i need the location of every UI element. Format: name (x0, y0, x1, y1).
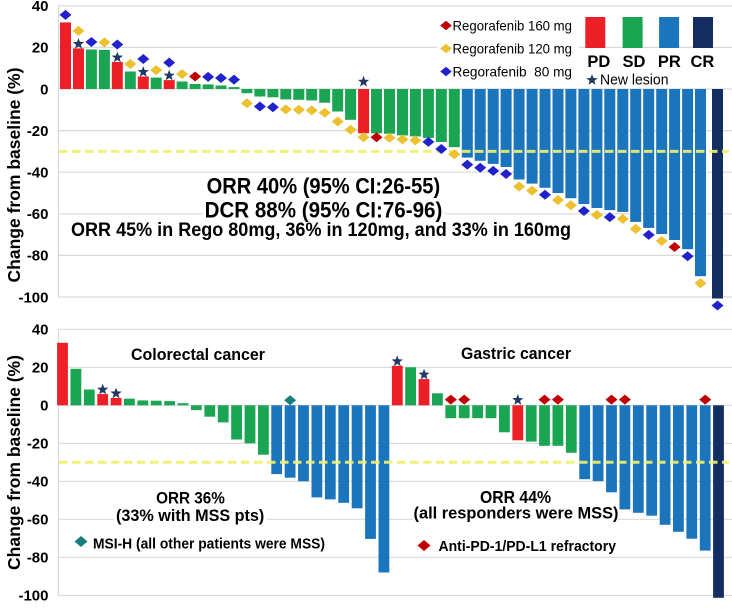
svg-text:20: 20 (32, 360, 49, 377)
svg-text:Change from baseline (%): Change from baseline (%) (4, 355, 24, 570)
svg-text:-100: -100 (18, 588, 48, 605)
svg-text:ORR 36%: ORR 36% (156, 488, 225, 507)
svg-text:40: 40 (32, 322, 49, 339)
svg-text:(33% with MSS pts): (33% with MSS pts) (116, 506, 264, 525)
svg-text:0: 0 (40, 398, 48, 415)
svg-text:40: 40 (32, 0, 49, 15)
svg-text:-80: -80 (27, 550, 49, 567)
svg-text:(all responders were MSS): (all responders were MSS) (414, 504, 619, 523)
svg-text:Colorectal cancer: Colorectal cancer (131, 346, 266, 364)
svg-text:PR: PR (658, 53, 681, 71)
svg-text:-80: -80 (27, 248, 49, 265)
svg-text:-100: -100 (18, 289, 48, 306)
svg-text:Regorafenib 80 mg: Regorafenib 80 mg (453, 64, 573, 80)
svg-text:-20: -20 (27, 436, 49, 453)
svg-text:Change from baseline (%): Change from baseline (%) (4, 68, 24, 283)
svg-text:New lesion: New lesion (600, 73, 669, 89)
svg-text:0: 0 (40, 81, 48, 98)
svg-text:PD: PD (587, 53, 610, 71)
svg-text:Regorafenib 120 mg: Regorafenib 120 mg (453, 41, 573, 57)
svg-text:CR: CR (690, 53, 714, 71)
svg-text:SD: SD (623, 53, 646, 71)
svg-text:-60: -60 (27, 206, 49, 223)
svg-text:Gastric cancer: Gastric cancer (461, 345, 572, 363)
svg-text:DCR 88% (95% CI:76-96): DCR 88% (95% CI:76-96) (205, 198, 443, 223)
svg-text:Anti-PD-1/PD-L1 refractory: Anti-PD-1/PD-L1 refractory (439, 538, 617, 555)
svg-text:20: 20 (32, 40, 49, 57)
svg-text:ORR 40% (95% CI:26-55): ORR 40% (95% CI:26-55) (207, 174, 441, 199)
svg-text:ORR 44%: ORR 44% (480, 487, 551, 507)
svg-text:-20: -20 (27, 123, 49, 140)
svg-text:Regorafenib 160 mg: Regorafenib 160 mg (453, 18, 573, 34)
svg-text:ORR 45% in Rego 80mg, 36% in 1: ORR 45% in Rego 80mg, 36% in 120mg, and … (71, 220, 571, 241)
svg-text:-40: -40 (27, 474, 49, 491)
svg-text:-40: -40 (27, 165, 49, 182)
svg-text:MSI-H (all other patients were: MSI-H (all other patients were MSS) (93, 536, 325, 553)
svg-text:-60: -60 (27, 512, 49, 529)
